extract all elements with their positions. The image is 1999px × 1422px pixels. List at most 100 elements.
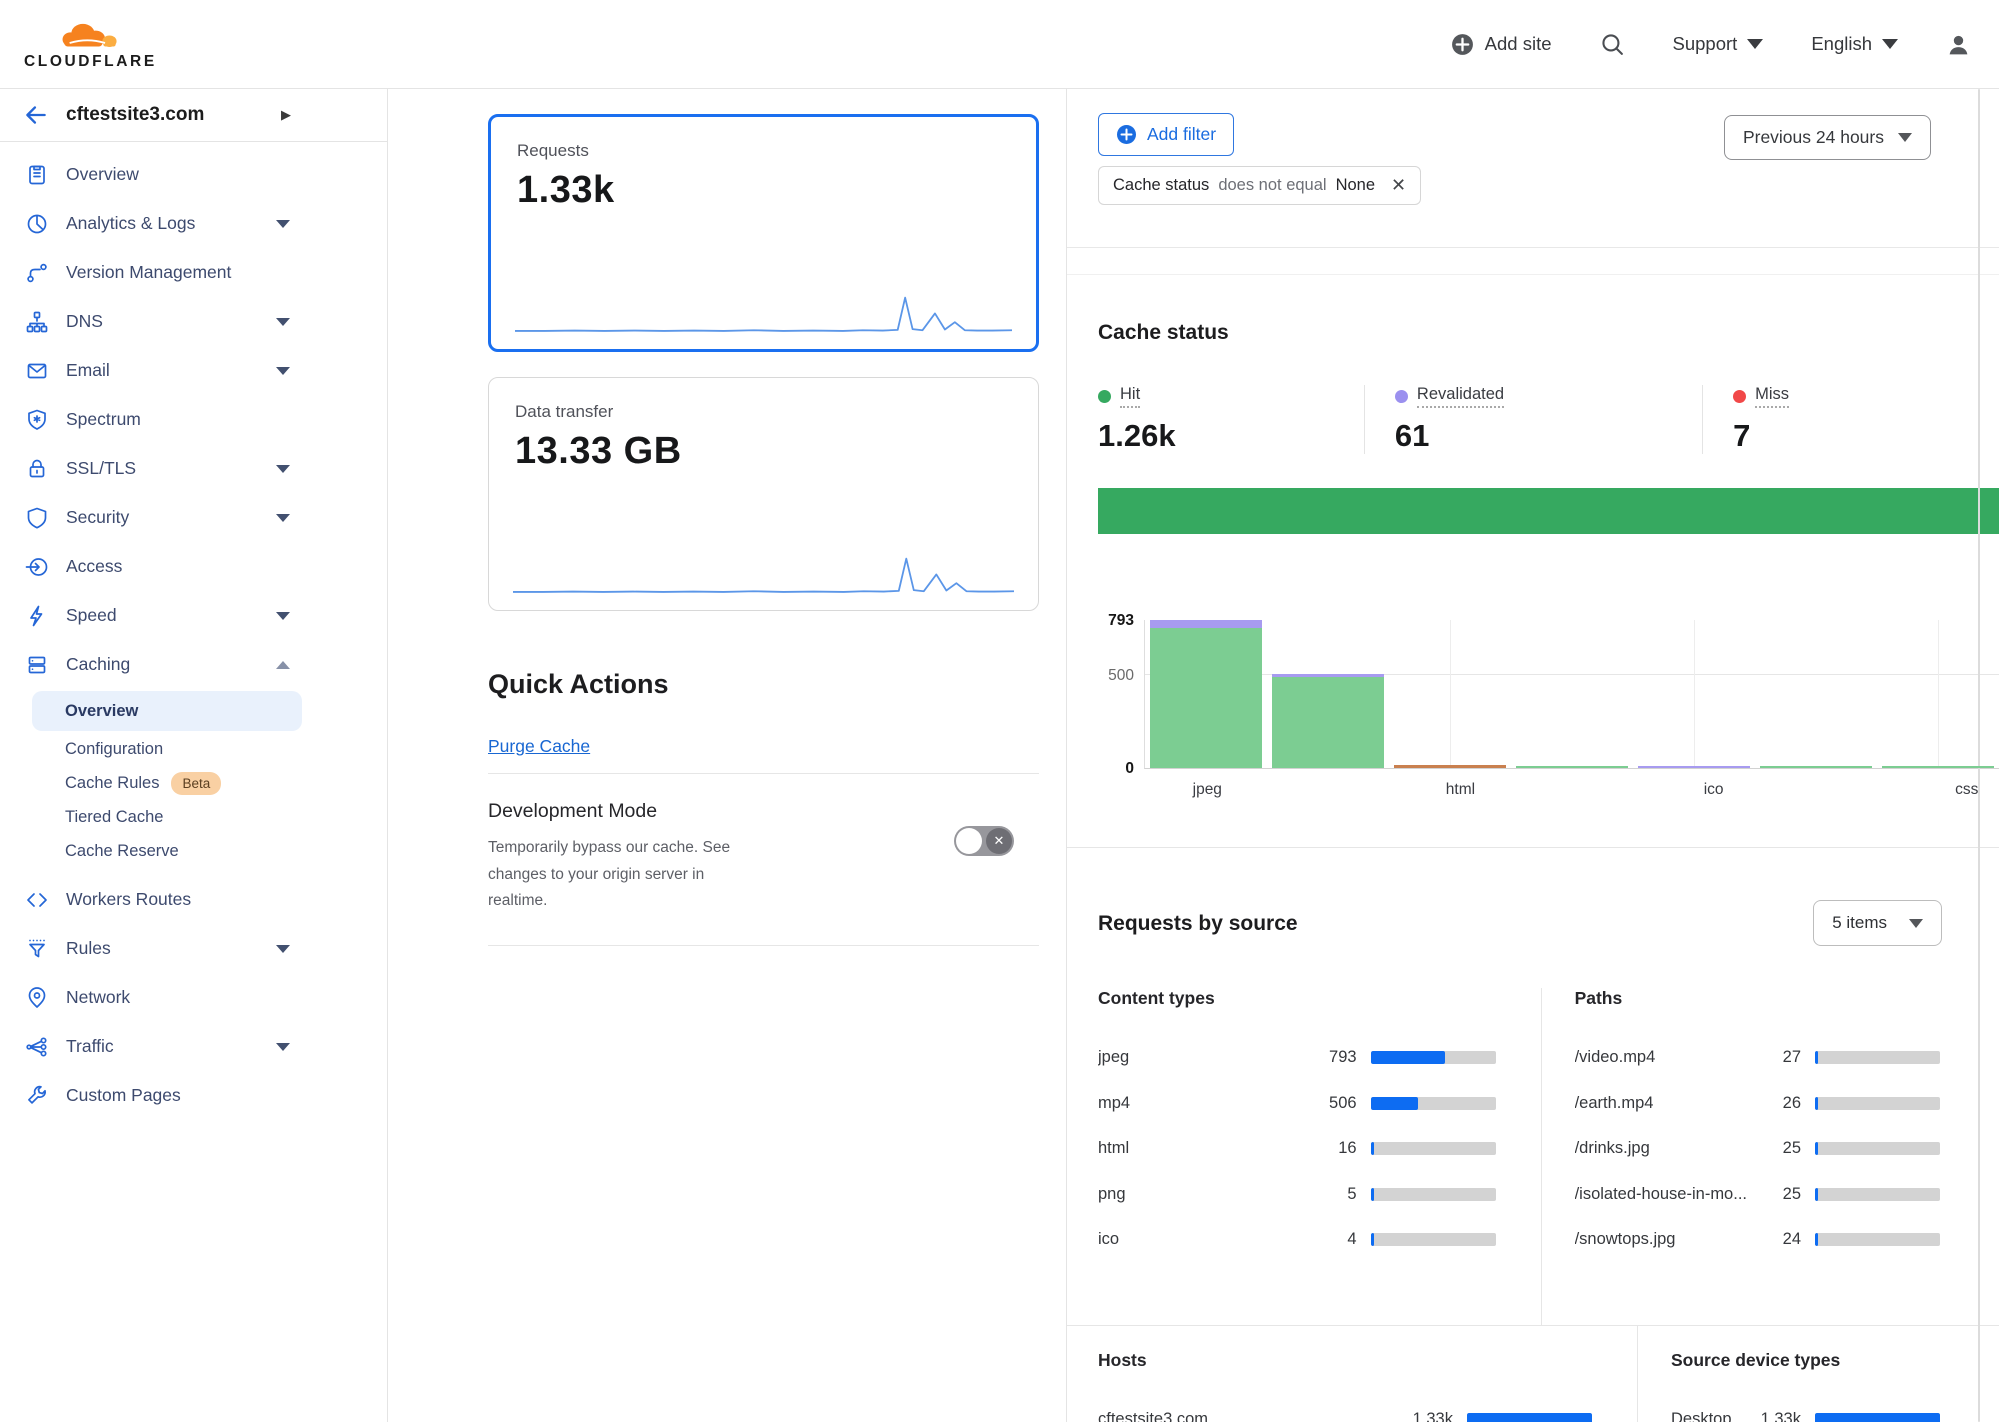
scrollbar[interactable] [1978,89,1980,1422]
source-group-title: Content types [1098,988,1215,1008]
source-row: Desktop 1.33k [1671,1397,1940,1422]
gridline-500 [1145,673,1999,675]
bar-segment-revalidated [1272,673,1384,678]
source-group-title: Paths [1574,988,1623,1008]
sidebar-item-access[interactable]: Access [0,542,387,591]
sidebar-item-label: Speed [66,605,117,625]
filter-chip-value: None [1335,176,1376,194]
sidebar-subitem-label: Cache Rules [65,773,160,792]
sidebar-item-spectrum[interactable]: Spectrum [0,395,387,444]
sidebar-subitem-overview[interactable]: Overview [32,691,302,731]
chevron-right-icon[interactable]: ▶ [281,107,291,122]
sidebar-subitem-cache-rules[interactable]: Cache Rules Beta [32,767,302,799]
add-filter-label: Add filter [1147,124,1217,144]
sidebar-subitem-tiered-cache[interactable]: Tiered Cache [32,801,302,833]
chart-bar-ico [1638,766,1750,768]
cloudflare-logo-text: CLOUDFLARE [24,52,157,70]
search-icon[interactable] [1600,32,1625,57]
support-menu[interactable]: Support [1673,33,1764,55]
add-site-label: Add site [1484,33,1552,54]
source-row-bar-fill [1370,1096,1419,1110]
legend-dot-miss [1733,390,1747,403]
language-menu[interactable]: English [1811,33,1898,55]
source-column-hosts: Hosts cftestsite3.com 1.33k [1098,1325,1638,1422]
sidebar-item-label: DNS [66,311,103,331]
purge-cache-link[interactable]: Purge Cache [488,736,591,756]
time-range-select[interactable]: Previous 24 hours [1723,115,1931,160]
metric-card-requests[interactable]: Requests 1.33k [488,114,1039,352]
stat-label: Hit [1120,385,1141,408]
source-row-bar-track [1815,1096,1940,1110]
cloudflare-cloud-icon [62,23,117,47]
x-tick-label [1271,781,1398,799]
sidebar-item-speed[interactable]: Speed [0,591,387,640]
metric-card-data-transfer[interactable]: Data transfer 13.33 GB [488,377,1039,611]
add-site-button[interactable]: Add site [1450,32,1552,57]
source-row-bar-track [1815,1142,1940,1156]
cache-stat-hit: Hit 1.26k [1098,385,1364,454]
sidebar-item-label: SSL/TLS [66,458,137,478]
source-row-value: 1.33k [1760,1409,1801,1422]
sidebar-item-custom-pages[interactable]: Custom Pages [0,1071,387,1120]
sidebar-item-rules[interactable]: Rules [0,924,387,973]
data-transfer-sparkline [513,554,1014,596]
sidebar-subitem-label: Configuration [65,739,164,758]
sidebar-item-caching[interactable]: Caching [0,640,387,689]
sidebar-subitem-label: Overview [65,701,139,720]
development-mode-title: Development Mode [488,800,658,822]
x-tick-label [1524,781,1651,799]
sidebar-item-network[interactable]: Network [0,973,387,1022]
rules-icon [24,936,50,962]
items-count-select[interactable]: 5 items [1813,900,1942,946]
metric-card-label: Requests [517,141,589,160]
sidebar-item-analytics-logs[interactable]: Analytics & Logs [0,199,387,248]
user-avatar-icon[interactable] [1946,32,1971,57]
bar-segment-revalidated [1150,620,1262,628]
bar-segment-hit [1272,677,1384,768]
sidebar-item-security[interactable]: Security [0,493,387,542]
close-icon[interactable]: ✕ [1391,175,1407,195]
source-row-bar-track [1370,1096,1496,1110]
development-mode-toggle[interactable]: ✕ [954,826,1014,856]
sidebar-subitem-configuration[interactable]: Configuration [32,733,302,765]
source-row-value: 26 [1782,1093,1801,1112]
source-row-value: 793 [1329,1048,1357,1067]
chevron-down-icon [1909,918,1923,928]
sidebar-subitem-label: Tiered Cache [65,807,164,826]
sidebar-nav: Overview Analytics & Logs Version Manageme… [0,142,387,1120]
source-row-bar-fill [1370,1142,1374,1156]
sidebar-item-version-management[interactable]: Version Management [0,248,387,297]
back-arrow-icon[interactable] [22,101,50,129]
sidebar-item-overview[interactable]: Overview [0,150,387,199]
cache-status-stacked-bar [1098,488,1999,534]
sidebar-item-email[interactable]: Email [0,346,387,395]
source-row-bar-track [1815,1412,1940,1422]
sidebar-item-workers-routes[interactable]: Workers Routes [0,875,387,924]
chart-bar-html [1394,765,1506,768]
add-filter-button[interactable]: Add filter [1098,113,1235,156]
source-row: ico 4 [1098,1217,1496,1263]
traffic-icon [24,1034,50,1060]
sidebar-subitem-cache-reserve[interactable]: Cache Reserve [32,835,302,867]
sidebar-item-ssl-tls[interactable]: SSL/TLS [0,444,387,493]
custom-pages-icon [24,1083,50,1109]
cache-stat-header: Revalidated [1394,385,1702,408]
metric-card-value: 13.33 GB [515,430,682,472]
sidebar-item-dns[interactable]: DNS [0,297,387,346]
chart-slot [1755,620,1877,768]
source-row-bar-track [1467,1412,1592,1422]
filter-chip[interactable]: Cache status does not equal None ✕ [1098,166,1422,205]
cloudflare-logo[interactable]: CLOUDFLARE [24,18,157,71]
sidebar-item-traffic[interactable]: Traffic [0,1022,387,1071]
site-name: cftestsite3.com [66,104,205,125]
time-range-label: Previous 24 hours [1742,127,1884,147]
chart-slot-jpeg [1145,620,1267,768]
chevron-down-icon [276,944,290,953]
top-bar-actions: Add site Support English [1450,32,1971,57]
x-tick-label: jpeg [1192,781,1222,798]
beta-badge: Beta [171,771,222,795]
stat-value: 7 [1733,418,1751,453]
sidebar-item-label: Access [66,556,123,576]
source-row-label: /isolated-house-in-mo... [1574,1184,1747,1203]
source-row-bar-fill [1467,1412,1592,1422]
